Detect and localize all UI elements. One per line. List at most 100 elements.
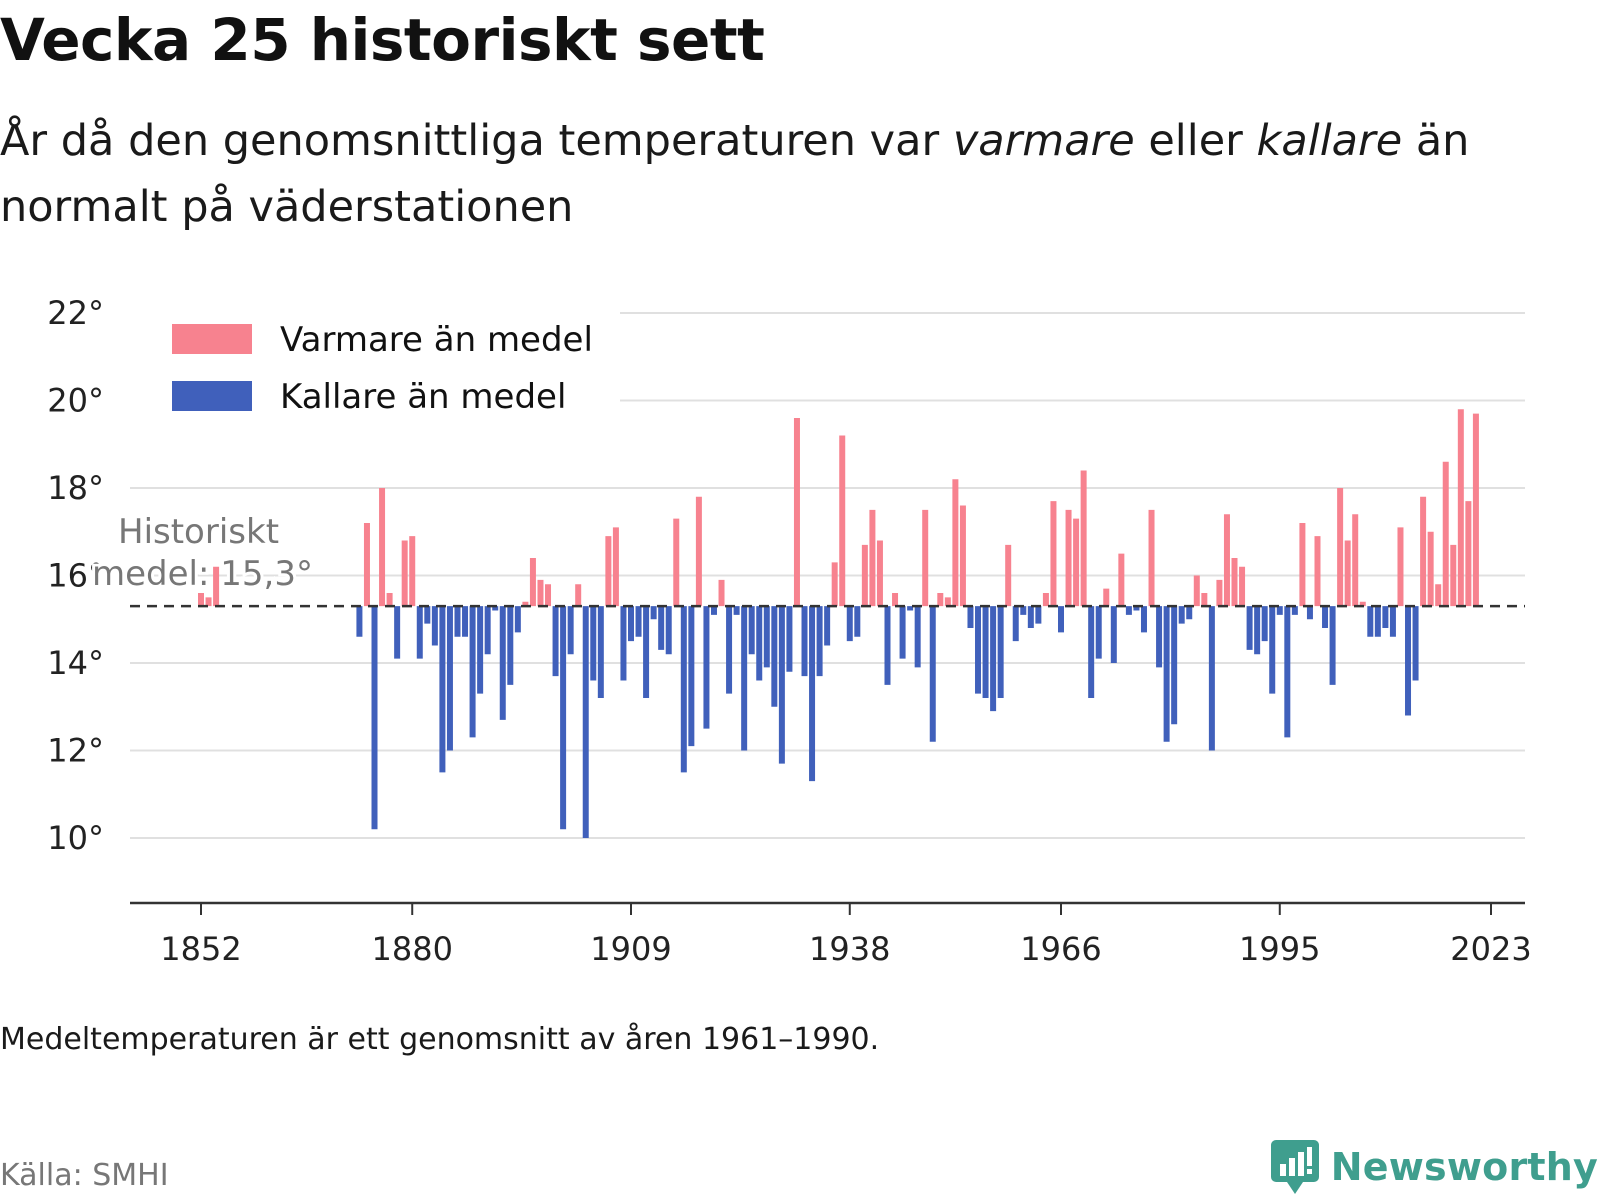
bar-cold bbox=[552, 606, 559, 677]
bar-warm bbox=[575, 584, 582, 607]
bar-warm bbox=[1239, 566, 1246, 607]
bar-warm bbox=[537, 579, 544, 607]
bar-warm bbox=[1080, 470, 1087, 607]
bar-cold bbox=[816, 606, 823, 677]
bar-cold bbox=[665, 606, 672, 655]
bar-warm bbox=[1442, 461, 1449, 607]
legend-swatch bbox=[172, 324, 252, 354]
bar-warm bbox=[205, 597, 212, 607]
bar-warm bbox=[1118, 553, 1125, 607]
source-credit: Källa: SMHI bbox=[0, 1158, 169, 1193]
chart-subtitle: År då den genomsnittliga temperaturen va… bbox=[0, 108, 1560, 240]
mean-label-line-1: Historiskt bbox=[118, 512, 279, 552]
bar-cold bbox=[1125, 606, 1132, 615]
bar-warm bbox=[605, 536, 612, 607]
bar-cold bbox=[650, 606, 657, 620]
bar-warm bbox=[944, 597, 951, 607]
bar-cold bbox=[884, 606, 891, 685]
bar-cold bbox=[560, 606, 567, 830]
bar-cold bbox=[680, 606, 687, 773]
bar-cold bbox=[477, 606, 484, 694]
bar-cold bbox=[771, 606, 778, 707]
bar-cold bbox=[1367, 606, 1374, 637]
bar-cold bbox=[741, 606, 748, 751]
bar-cold bbox=[854, 606, 861, 637]
bar-cold bbox=[1261, 606, 1268, 642]
bar-warm bbox=[673, 518, 680, 607]
bar-cold bbox=[929, 606, 936, 742]
subtitle-cold-word: kallare bbox=[1256, 116, 1403, 166]
bar-cold bbox=[424, 606, 431, 624]
bar-warm bbox=[1065, 509, 1072, 607]
bar-cold bbox=[786, 606, 793, 672]
bar-warm bbox=[1450, 544, 1457, 607]
bar-cold bbox=[1178, 606, 1185, 624]
x-tick-label: 1852 bbox=[160, 930, 241, 968]
bar-cold bbox=[635, 606, 642, 637]
bar-cold bbox=[620, 606, 627, 681]
bar-cold bbox=[1412, 606, 1419, 681]
bar-cold bbox=[756, 606, 763, 681]
bar-warm bbox=[1397, 527, 1404, 607]
bar-cold bbox=[371, 606, 378, 830]
bar-warm bbox=[545, 584, 552, 607]
bar-cold bbox=[356, 606, 363, 637]
bar-warm bbox=[409, 536, 416, 607]
bar-warm bbox=[1050, 501, 1057, 607]
bar-cold bbox=[990, 606, 997, 712]
bar-warm bbox=[869, 509, 876, 607]
bar-warm bbox=[1231, 558, 1238, 607]
bar-cold bbox=[733, 606, 740, 615]
bar-warm bbox=[1427, 531, 1434, 607]
bar-cold bbox=[582, 606, 589, 838]
bar-cold bbox=[1269, 606, 1276, 694]
subtitle-warm-word: varmare bbox=[952, 116, 1135, 166]
bar-cold bbox=[1095, 606, 1102, 659]
bar-cold bbox=[1156, 606, 1163, 668]
bar-warm bbox=[839, 435, 846, 607]
bar-warm bbox=[379, 488, 386, 607]
bar-warm bbox=[952, 479, 959, 607]
bar-cold bbox=[824, 606, 831, 646]
bar-warm bbox=[1352, 514, 1359, 607]
mean-label-line-2: medel: 15,3° bbox=[92, 554, 313, 594]
bar-cold bbox=[726, 606, 733, 694]
x-tick-label: 1880 bbox=[372, 930, 453, 968]
bar-cold bbox=[975, 606, 982, 694]
bar-warm bbox=[793, 418, 800, 607]
bar-warm bbox=[892, 593, 899, 607]
x-tick-label: 1909 bbox=[590, 930, 671, 968]
bar-warm bbox=[1148, 509, 1155, 607]
bar-cold bbox=[567, 606, 574, 655]
bar-cold bbox=[431, 606, 438, 646]
bar-cold bbox=[658, 606, 665, 650]
bar-cold bbox=[1140, 606, 1147, 633]
bar-warm bbox=[1073, 518, 1080, 607]
y-tick-label: 12° bbox=[47, 732, 104, 770]
bar-cold bbox=[1374, 606, 1381, 637]
x-tick-label: 1995 bbox=[1239, 930, 1320, 968]
bar-cold bbox=[748, 606, 755, 655]
bar-warm bbox=[1223, 514, 1230, 607]
bar-warm bbox=[1420, 496, 1427, 607]
bar-cold bbox=[1246, 606, 1253, 650]
bar-cold bbox=[763, 606, 770, 668]
bar-warm bbox=[529, 558, 536, 607]
bar-cold bbox=[446, 606, 453, 751]
bar-cold bbox=[846, 606, 853, 642]
bar-cold bbox=[1382, 606, 1389, 628]
legend-swatch bbox=[172, 381, 252, 411]
bar-warm bbox=[1193, 575, 1200, 607]
bar-cold bbox=[590, 606, 597, 681]
bar-cold bbox=[1322, 606, 1329, 628]
bar-cold bbox=[628, 606, 634, 642]
y-tick-label: 16° bbox=[47, 557, 104, 595]
bar-warm bbox=[1216, 579, 1223, 607]
bar-cold bbox=[1329, 606, 1336, 685]
bar-warm bbox=[198, 593, 204, 607]
bar-warm bbox=[1472, 413, 1479, 607]
bar-warm bbox=[959, 505, 966, 607]
bar-cold bbox=[1276, 606, 1283, 615]
y-tick-label: 20° bbox=[47, 382, 104, 420]
